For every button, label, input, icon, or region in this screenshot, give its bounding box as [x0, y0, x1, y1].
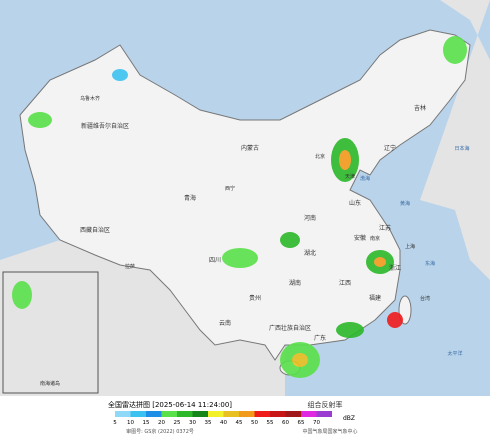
place-label: 安徽	[354, 234, 366, 242]
china-land	[19, 29, 471, 361]
place-label: 乌鲁木齐	[80, 95, 100, 102]
legend-value: 70	[313, 420, 320, 426]
place-label: 湖北	[304, 249, 316, 257]
legend-value: 55	[267, 420, 274, 426]
place-label: 福建	[369, 294, 381, 302]
legend-value: 50	[251, 420, 258, 426]
legend-value: 45	[236, 420, 243, 426]
place-label: 拉萨	[125, 263, 135, 270]
legend-panel	[0, 396, 490, 439]
radar-echoes	[12, 36, 467, 378]
place-label: 台湾	[420, 295, 430, 302]
place-label: 日本海	[454, 145, 469, 152]
place-label: 东海	[425, 260, 435, 267]
place-label: 太平洋	[447, 350, 462, 357]
map-title: 全国雷达拼图 [2025-06-14 11:24:00]	[108, 400, 232, 409]
place-label: 广东	[314, 334, 326, 342]
legend-swatch	[254, 411, 270, 417]
place-label: 上海	[405, 243, 415, 250]
place-label: 四川	[209, 257, 221, 264]
legend-value: 25	[174, 420, 181, 426]
place-label: 南京	[370, 235, 380, 242]
legend-value: 15	[143, 420, 150, 426]
place-label: 浙江	[389, 264, 401, 272]
product-name: 组合反射率	[308, 400, 343, 409]
place-label: 云南	[219, 319, 231, 327]
place-label: 辽宁	[384, 144, 396, 152]
place-label: 江西	[339, 280, 351, 287]
approval-number: 审图号: GS京 (2022) 0372号	[126, 428, 194, 435]
place-label: 西宁	[225, 185, 235, 192]
legend-swatch	[130, 411, 146, 417]
legend-swatch	[301, 411, 317, 417]
legend-value: 65	[298, 420, 305, 426]
place-label: 新疆维吾尔自治区	[81, 122, 129, 130]
place-label: 北京	[315, 153, 325, 160]
legend-swatch	[223, 411, 239, 417]
legend-swatch	[146, 411, 162, 417]
agency: 中国气象局国家气象中心	[302, 428, 357, 435]
legend-swatch	[177, 411, 193, 417]
place-label: 湖南	[289, 279, 301, 287]
legend-swatch	[161, 411, 177, 417]
place-label: 江苏	[379, 224, 391, 232]
south-sea-inset	[2, 271, 99, 394]
legend-swatch	[285, 411, 301, 417]
legend-swatch	[270, 411, 286, 417]
legend-swatch	[208, 411, 224, 417]
legend-value: 30	[189, 420, 196, 426]
place-label: 黄海	[400, 200, 410, 207]
legend-value: 60	[282, 420, 289, 426]
legend-value: 5	[113, 420, 117, 426]
place-label: 渤海	[360, 175, 370, 182]
legend-unit: dBZ	[343, 415, 355, 422]
legend: 5 10 15 20 25 30 35 40 45 50 55 60 65 70	[113, 411, 332, 426]
place-label: 西藏自治区	[80, 226, 110, 234]
legend-value: 20	[158, 420, 165, 426]
legend-value: 10	[127, 420, 134, 426]
place-label: 山东	[349, 199, 361, 207]
place-label: 河南	[304, 214, 316, 222]
neighbor-land	[0, 0, 490, 396]
legend-value: 35	[205, 420, 212, 426]
place-label: 贵州	[249, 294, 261, 302]
legend-swatch	[192, 411, 208, 417]
legend-swatch	[316, 411, 332, 417]
place-label: 内蒙古	[241, 144, 259, 152]
place-label: 广西壮族自治区	[269, 324, 311, 332]
legend-value: 40	[220, 420, 227, 426]
place-label: 南海诸岛	[40, 380, 60, 387]
place-label: 天津	[345, 173, 355, 180]
place-label: 吉林	[414, 104, 426, 112]
place-label: 青海	[184, 194, 196, 202]
legend-swatch	[115, 411, 131, 417]
legend-swatch	[239, 411, 255, 417]
